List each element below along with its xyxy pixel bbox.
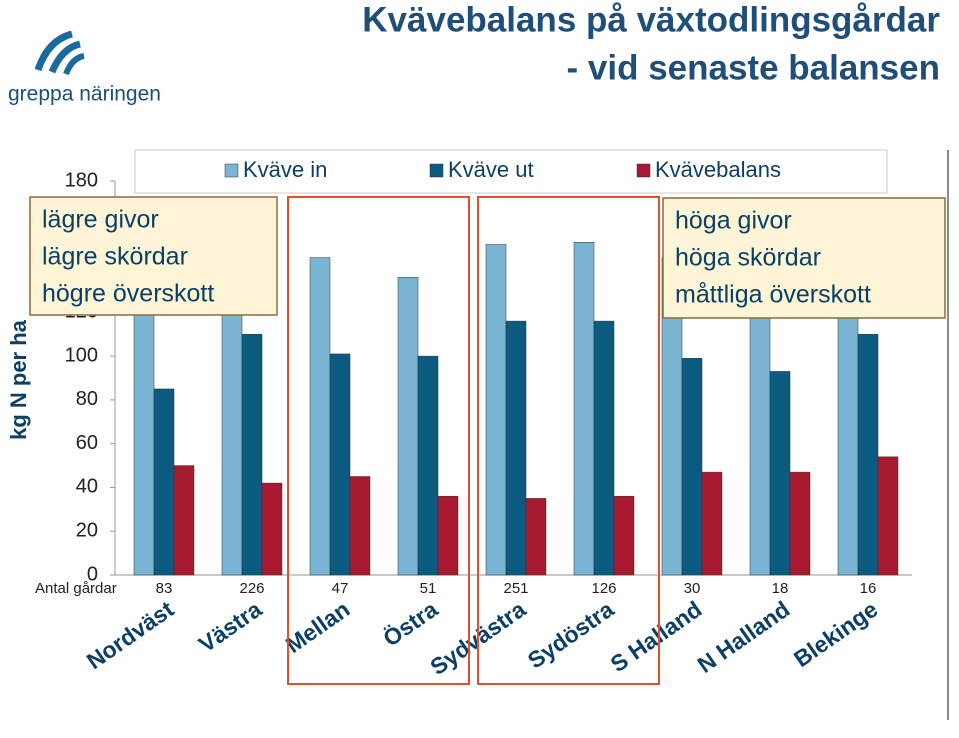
bar xyxy=(349,476,371,576)
bar xyxy=(173,465,195,576)
bar xyxy=(485,244,507,576)
count-label: Antal gårdar xyxy=(35,580,117,597)
chart-subtitle: - vid senaste balansen xyxy=(567,48,940,87)
annotation-box xyxy=(29,196,278,316)
count-value: 83 xyxy=(156,580,173,597)
y-tick-label: 60 xyxy=(76,432,98,454)
y-tick-label: 180 xyxy=(65,169,98,191)
bar xyxy=(309,257,331,576)
bar xyxy=(701,471,723,576)
y-tick-label: 40 xyxy=(76,476,98,498)
bar xyxy=(857,333,879,576)
count-value: 126 xyxy=(591,580,616,597)
logo: greppa näringen xyxy=(8,30,161,106)
annotation-text: högre överskott xyxy=(42,280,214,308)
y-tick-label: 100 xyxy=(65,344,98,366)
y-tick-label: 80 xyxy=(76,388,98,410)
annotations: lägre givor lägre skördar högre överskott h… xyxy=(29,196,946,319)
x-tick-label: Sydöstra xyxy=(523,596,619,674)
x-tick-label: Östra xyxy=(378,596,442,652)
y-axis-label: kg N per ha xyxy=(6,319,31,440)
edge xyxy=(947,150,949,720)
legend-label: Kväve in xyxy=(243,157,327,182)
bar xyxy=(769,371,791,576)
bar xyxy=(877,456,899,576)
legend-swatch xyxy=(224,163,239,178)
count-value: 251 xyxy=(503,580,528,597)
chart-title: Kvävebalans på växtodlingsgårdar xyxy=(362,0,940,39)
annotation-text: höga skördar xyxy=(675,244,821,272)
logo-mark xyxy=(63,53,85,76)
y-tick-label: 0 xyxy=(87,563,98,585)
bar xyxy=(613,495,635,576)
annotation-box xyxy=(662,197,946,319)
legend-label: Kväve ut xyxy=(448,157,534,182)
x-tick-label: Blekinge xyxy=(789,596,882,672)
highlight-box xyxy=(287,196,470,685)
y-tick-label: 20 xyxy=(76,520,98,542)
x-tick-label: S Halland xyxy=(606,596,707,677)
bar xyxy=(593,320,615,576)
x-tick-label: N Halland xyxy=(693,596,795,678)
count-value: 18 xyxy=(772,580,789,597)
annotation-text: lägre givor xyxy=(42,206,159,234)
legend xyxy=(134,149,888,194)
logo-text: greppa näringen xyxy=(8,83,161,106)
bar xyxy=(681,358,703,576)
annotation-text: lägre skördar xyxy=(42,243,188,271)
x-tick-label: Västra xyxy=(194,596,267,658)
logo-mark xyxy=(34,30,74,72)
bar xyxy=(789,471,811,576)
count-value: 226 xyxy=(239,580,264,597)
bar xyxy=(153,388,175,576)
legend-label: Kvävebalans xyxy=(655,157,781,182)
count-value: 51 xyxy=(420,580,437,597)
annotation-text: höga givor xyxy=(675,207,792,235)
highlight-box xyxy=(477,196,660,685)
bar xyxy=(525,498,547,576)
annotation-text: måttliga överskott xyxy=(675,281,871,309)
x-tick-label: Mellan xyxy=(281,596,355,658)
bar xyxy=(437,495,459,576)
logo-mark xyxy=(48,40,81,74)
legend-swatch xyxy=(636,163,651,178)
count-value: 47 xyxy=(332,580,349,597)
count-value: 30 xyxy=(684,580,701,597)
bar xyxy=(573,242,595,576)
bar xyxy=(329,353,351,576)
legend-swatch xyxy=(429,163,444,178)
count-value: 16 xyxy=(860,580,877,597)
bar xyxy=(261,482,283,576)
bar xyxy=(397,277,419,576)
bar xyxy=(505,320,527,576)
bar xyxy=(241,333,263,576)
x-tick-label: Nordväst xyxy=(82,596,179,675)
bar xyxy=(417,355,439,576)
